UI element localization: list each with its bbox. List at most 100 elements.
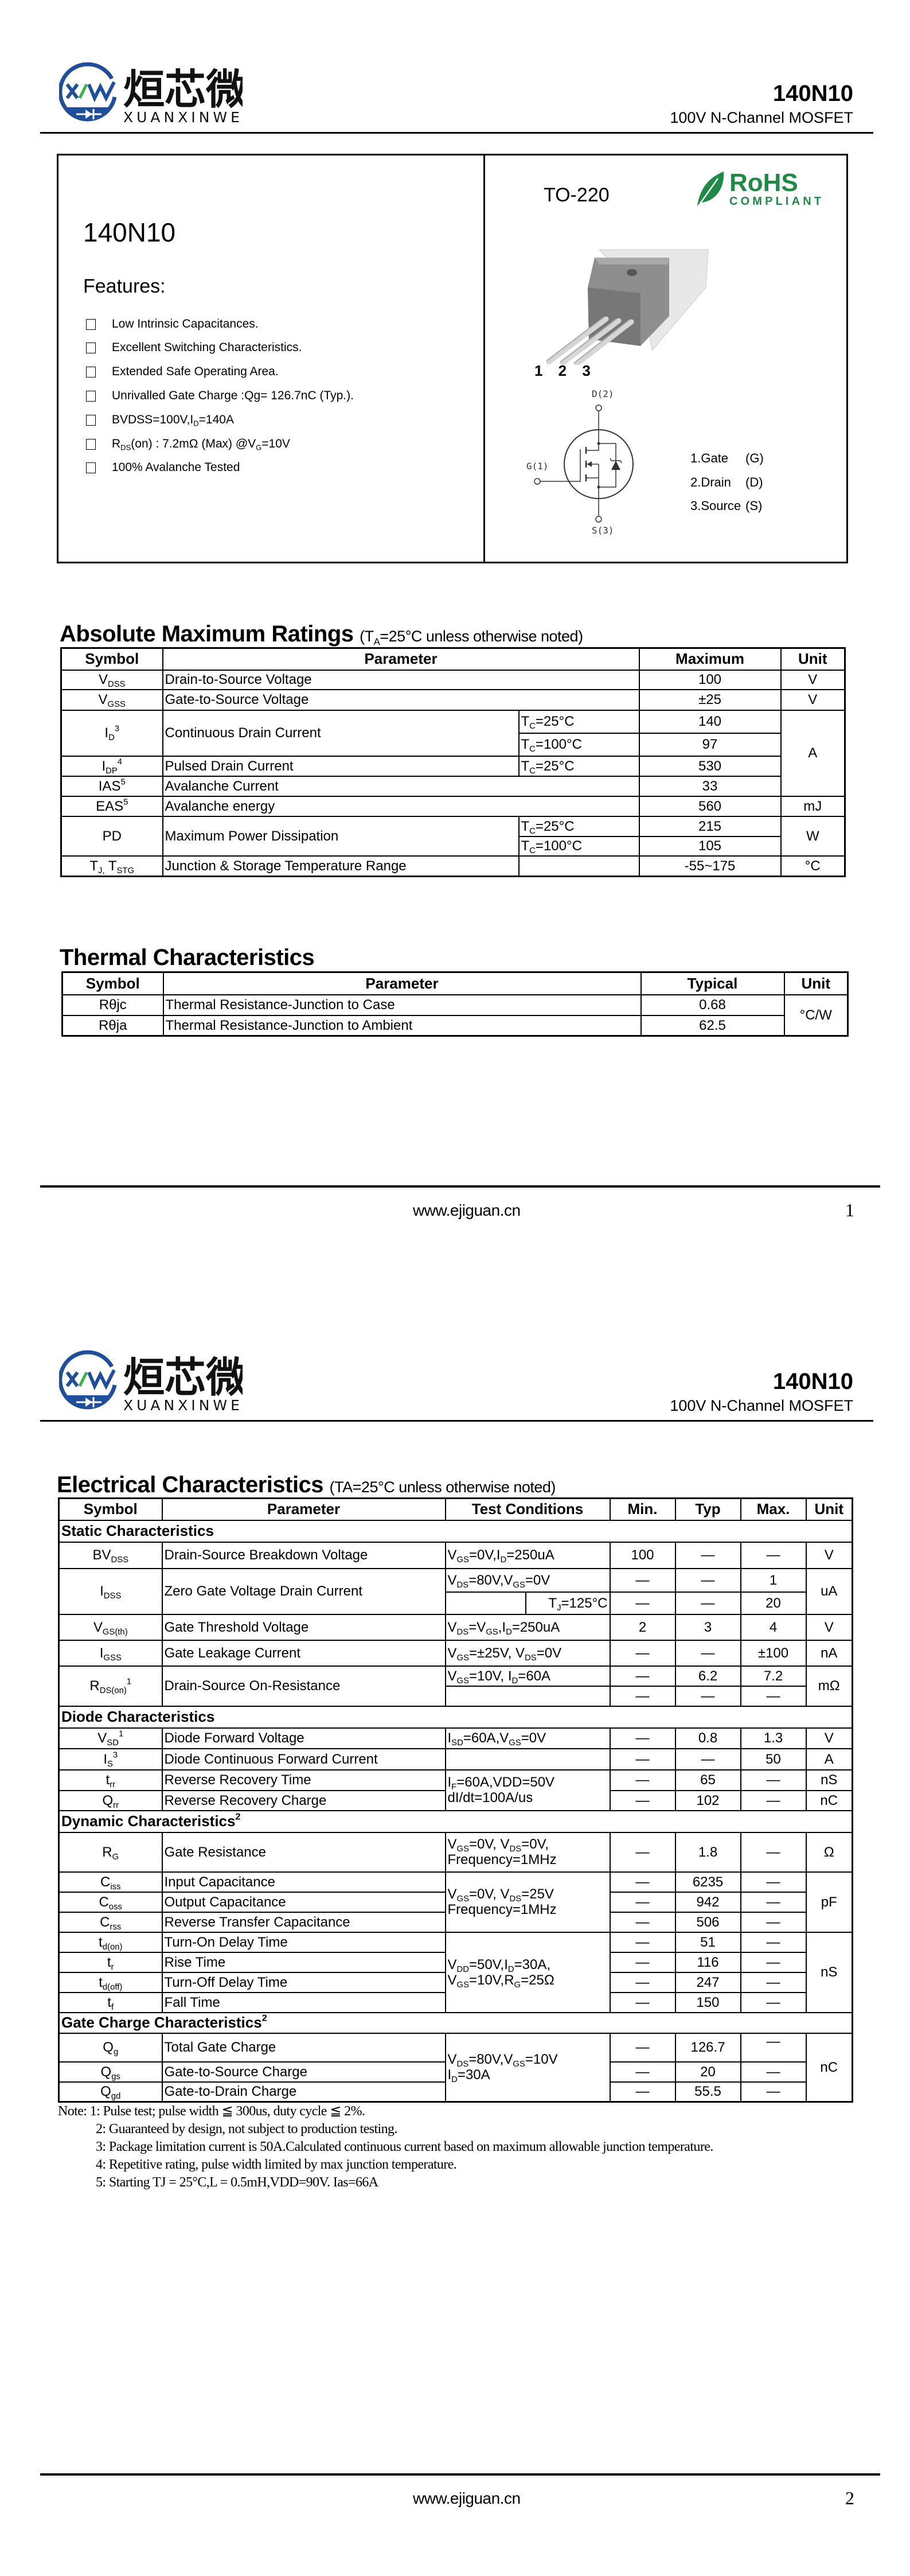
table-row: td(off) Turn-Off Delay Time — 247 — xyxy=(58,1971,853,1993)
cell-condition: TC=25°C xyxy=(518,755,640,777)
cell-typ: — xyxy=(674,1541,741,1569)
package-name: TO-220 xyxy=(544,184,610,206)
pin-code: (D) xyxy=(745,475,763,489)
cell-symbol: IDP4 xyxy=(60,755,163,777)
cell-parameter: Turn-Off Delay Time xyxy=(161,1971,446,1993)
feature-item: Extended Safe Operating Area. xyxy=(86,363,279,380)
elec-note: (TA=25°C unless otherwise noted) xyxy=(329,1478,556,1496)
mosfet-symbol: D(2) G(1) S(3) xyxy=(523,385,649,540)
cell-parameter: Drain-Source Breakdown Voltage xyxy=(161,1541,446,1569)
gate-label: G(1) xyxy=(526,461,549,472)
cell-max: ±100 xyxy=(740,1639,807,1667)
cell-maximum: -55~175 xyxy=(638,855,782,877)
pin-numbers: 1 2 3 xyxy=(534,362,596,379)
cell-unit: Ω xyxy=(805,1831,853,1873)
cell-symbol: Rθjc xyxy=(61,994,164,1016)
feature-text: Unrivalled Gate Charge :Qg= 126.7nC (Typ… xyxy=(112,389,354,402)
cell-parameter: Gate-to-Source Voltage xyxy=(162,688,640,711)
cell-max: — xyxy=(740,1871,807,1893)
table-row: Coss Output Capacitance — 942 — xyxy=(58,1891,853,1913)
table-row: IDSS Zero Gate Voltage Drain Current VDS… xyxy=(58,1567,853,1615)
cell-typ: 55.5 xyxy=(674,2081,741,2103)
cell-typ: 20 xyxy=(674,2061,741,2083)
cell-max: — xyxy=(740,1911,807,1933)
feature-text: Low Intrinsic Capacitances. xyxy=(112,317,259,330)
cell-symbol: IS3 xyxy=(58,1748,163,1770)
cell-parameter: Total Gate Charge xyxy=(161,2032,446,2063)
col-header: Unit xyxy=(805,1497,853,1521)
section-dynamic: Dynamic Characteristics2 xyxy=(58,1810,853,1833)
elec-title: Electrical Characteristics (TA=25°C unle… xyxy=(57,1472,556,1500)
table-header-row: Symbol Parameter Typical Unit xyxy=(61,971,849,995)
cell-max: 50 xyxy=(740,1748,807,1770)
cell-parameter: Rise Time xyxy=(161,1951,446,1973)
cell-parameter: Input Capacitance xyxy=(161,1871,446,1893)
overview-box: 140N10 Features: Low Intrinsic Capacitan… xyxy=(57,154,848,563)
checkbox-icon xyxy=(86,414,96,426)
cell-symbol: PD xyxy=(60,815,163,857)
n-channel-mosfet-icon xyxy=(534,404,634,523)
cell-maximum: 530 xyxy=(638,755,782,777)
cell-symbol: ID3 xyxy=(60,709,163,757)
table-row: TC=100°C 97 xyxy=(61,732,845,757)
col-header: Symbol xyxy=(61,971,164,995)
cell-maximum: 97 xyxy=(638,732,782,757)
page-number: 1 xyxy=(845,1200,854,1220)
cell-condition xyxy=(518,855,640,877)
table-row: IDP4 Pulsed Drain Current TC=25°C 530 xyxy=(60,755,845,777)
cell-min: — xyxy=(609,1567,676,1593)
note-line: 4: Repetitive rating, pulse width limite… xyxy=(96,2157,457,2172)
cell-maximum: 140 xyxy=(638,709,782,734)
cell-symbol: Qgs xyxy=(58,2061,163,2083)
pin-item: 2.Drain (D) xyxy=(690,474,763,491)
condition-line: VGS=0V, VDS=0V, xyxy=(447,1836,549,1854)
table-row: RDS(on)1 Drain-Source On-Resistance VGS=… xyxy=(58,1665,853,1707)
cell-parameter: Reverse Transfer Capacitance xyxy=(161,1911,446,1933)
brand-en-text: XUANXINWEI xyxy=(123,1397,243,1412)
cell-condition: VDS=VGS,ID=250uA xyxy=(444,1613,611,1641)
cell-unit: uA xyxy=(805,1567,853,1615)
cell-symbol: IAS5 xyxy=(60,775,163,797)
feature-text: Excellent Switching Characteristics. xyxy=(112,341,302,354)
cell-unit: °C xyxy=(780,855,846,877)
feature-item: RDS(on) : 7.2mΩ (Max) @VG=10V xyxy=(86,435,290,453)
header-divider xyxy=(40,132,873,134)
cell-min: — xyxy=(609,1748,676,1770)
cell-typ: — xyxy=(674,1748,741,1770)
cell-symbol: VGS(th) xyxy=(58,1613,163,1641)
feature-item: 100% Avalanche Tested xyxy=(86,459,240,476)
cell-parameter: Gate Leakage Current xyxy=(161,1639,446,1667)
feature-text: BVDSS=100V,ID=140A xyxy=(112,413,234,428)
table-row: Rθja Thermal Resistance-Junction to Ambi… xyxy=(61,1014,848,1037)
cell-typ: 506 xyxy=(674,1911,741,1933)
cell-unit: V xyxy=(805,1727,853,1749)
cell-typ: 3 xyxy=(674,1613,741,1641)
table-row: Qrr Reverse Recovery Charge — 102 — nC xyxy=(58,1789,853,1811)
cell-max: 1.3 xyxy=(740,1727,807,1749)
cell-maximum: ±25 xyxy=(638,688,782,711)
header-part-number: 140N10 xyxy=(772,1369,853,1394)
cell-min: — xyxy=(609,1591,676,1615)
cell-symbol: td(on) xyxy=(58,1931,163,1953)
cell-unit: nS xyxy=(805,1769,853,1791)
cell-unit: mΩ xyxy=(805,1665,853,1707)
cell-max: 4 xyxy=(740,1613,807,1641)
table-row: Crss Reverse Transfer Capacitance — 506 … xyxy=(58,1911,853,1933)
table-row: VGS(th) Gate Threshold Voltage VDS=VGS,I… xyxy=(58,1613,853,1641)
cell-condition: VGS=±25V, VDS=0V xyxy=(444,1639,611,1667)
cell-parameter: Avalanche Current xyxy=(162,775,640,797)
cell-symbol: td(off) xyxy=(58,1971,163,1993)
condition-line: VGS=0V, VDS=25V xyxy=(447,1886,554,1904)
cell-min: — xyxy=(609,1789,676,1811)
abs-max-table: Symbol Parameter Maximum Unit VDSS Drain… xyxy=(60,647,846,877)
cell-symbol: RG xyxy=(58,1831,163,1873)
cell-min: — xyxy=(609,1951,676,1973)
overview-part-number: 140N10 xyxy=(83,217,176,247)
cell-unit: mJ xyxy=(780,795,846,817)
cell-typ: — xyxy=(674,1591,741,1615)
col-header: Maximum xyxy=(638,647,782,671)
cell-condition xyxy=(444,1591,526,1615)
thermal-table: Symbol Parameter Typical Unit Rθjc Therm… xyxy=(61,971,849,1037)
cell-symbol: trr xyxy=(58,1769,163,1791)
cell-typ: 942 xyxy=(674,1891,741,1913)
